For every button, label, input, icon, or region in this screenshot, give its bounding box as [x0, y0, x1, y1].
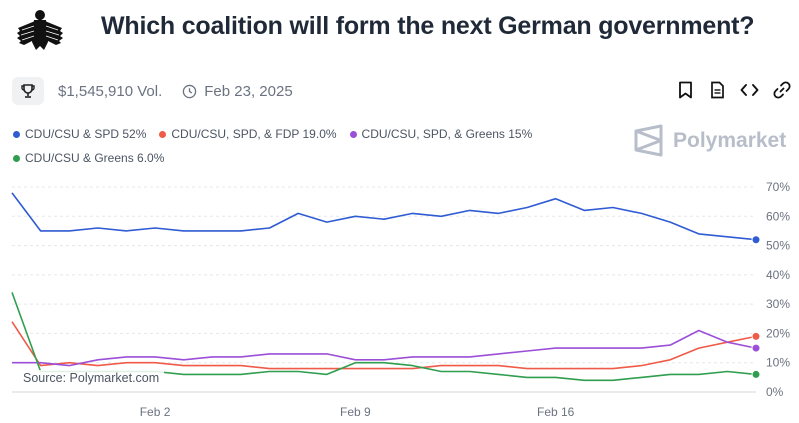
volume-label: $1,545,910 Vol.	[58, 82, 163, 100]
series-endpoint-0	[751, 235, 761, 245]
legend-dot	[13, 154, 20, 162]
market-meta: $1,545,910 Vol. Feb 23, 2025	[12, 77, 293, 105]
chart-legend: CDU/CSU & SPD 52% CDU/CSU, SPD, & FDP 19…	[13, 122, 613, 170]
y-tick-label: 10%	[766, 356, 790, 370]
y-tick-label: 40%	[766, 268, 790, 282]
series-line-1	[11, 321, 757, 370]
end-date: Feb 23, 2025	[182, 82, 293, 100]
legend-label: CDU/CSU, SPD, & Greens 15%	[361, 127, 533, 141]
legend-item-cdu-greens[interactable]: CDU/CSU & Greens 6.0%	[13, 151, 164, 165]
polymarket-logo-icon	[634, 124, 663, 157]
embed-code-icon[interactable]	[740, 80, 759, 100]
series-line-3	[11, 292, 757, 382]
y-tick-label: 0%	[766, 385, 784, 399]
y-tick-label: 50%	[766, 239, 790, 253]
legend-item-cdu-spd[interactable]: CDU/CSU & SPD 52%	[13, 127, 146, 141]
trophy-button[interactable]	[12, 77, 44, 105]
y-tick-label: 30%	[766, 297, 790, 311]
brand-name: Polymarket	[673, 128, 787, 152]
legend-label: CDU/CSU, SPD, & FDP 19.0%	[171, 127, 337, 141]
legend-item-cdu-spd-greens[interactable]: CDU/CSU, SPD, & Greens 15%	[349, 127, 533, 141]
x-tick-label: Feb 16	[537, 405, 575, 419]
legend-dot	[349, 130, 357, 138]
document-icon[interactable]	[708, 80, 727, 100]
action-toolbar	[676, 80, 791, 100]
series-endpoint-3	[751, 369, 761, 379]
legend-dot	[13, 130, 20, 138]
page-title: Which coalition will form the next Germa…	[101, 12, 755, 40]
x-tick-label: Feb 2	[140, 405, 171, 419]
legend-label: CDU/CSU & Greens 6.0%	[25, 151, 165, 165]
x-tick-label: Feb 9	[340, 405, 371, 419]
link-icon[interactable]	[772, 80, 791, 100]
series-line-2	[12, 329, 757, 367]
bundestag-eagle-icon	[14, 6, 66, 54]
source-label: Source: Polymarket.com	[18, 370, 165, 386]
series-line-0	[11, 192, 757, 241]
trophy-icon	[21, 84, 35, 98]
y-tick-label: 20%	[766, 326, 790, 340]
polymarket-brand: Polymarket	[634, 124, 786, 157]
legend-item-cdu-spd-fdp[interactable]: CDU/CSU, SPD, & FDP 19.0%	[159, 127, 337, 141]
bookmark-icon[interactable]	[676, 80, 695, 100]
y-tick-label: 60%	[766, 209, 790, 223]
legend-dot	[159, 130, 167, 138]
y-tick-label: 70%	[766, 180, 790, 194]
clock-icon	[183, 84, 197, 98]
series-endpoint-1	[751, 331, 761, 341]
legend-label: CDU/CSU & SPD 52%	[25, 127, 147, 141]
end-date-text: Feb 23, 2025	[204, 82, 293, 100]
series-endpoint-2	[751, 343, 761, 353]
